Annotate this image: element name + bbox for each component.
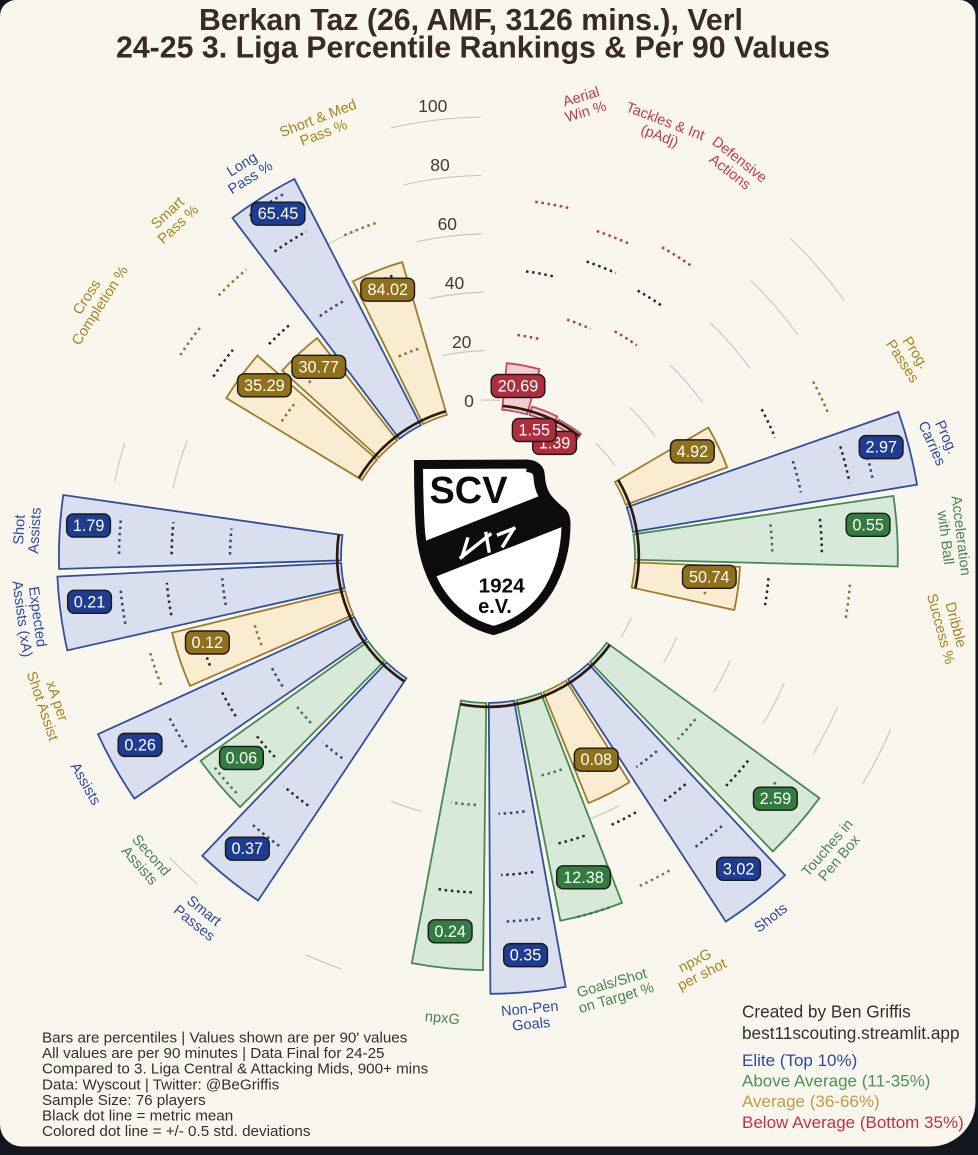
svg-text:ShotAssists: ShotAssists — [11, 506, 45, 554]
svg-text:0.35: 0.35 — [510, 947, 542, 965]
svg-text:0.26: 0.26 — [124, 736, 156, 754]
svg-text:Non-PenGoals: Non-PenGoals — [500, 999, 560, 1036]
svg-text:24-25 3. Liga Percentile Ranki: 24-25 3. Liga Percentile Rankings & Per … — [116, 32, 830, 65]
svg-text:Above Average (11-35%): Above Average (11-35%) — [742, 1072, 930, 1091]
svg-text:2.59: 2.59 — [760, 790, 792, 808]
svg-text:0: 0 — [464, 391, 474, 411]
svg-text:1924: 1924 — [479, 575, 526, 597]
svg-text:1.79: 1.79 — [73, 517, 105, 535]
svg-text:4.92: 4.92 — [677, 443, 709, 461]
svg-text:Berkan Taz (26, AMF, 3126 mins: Berkan Taz (26, AMF, 3126 mins.), Verl — [199, 4, 743, 37]
svg-text:20.69: 20.69 — [498, 378, 539, 396]
svg-text:Black dot line = metric mean: Black dot line = metric mean — [42, 1108, 233, 1125]
svg-text:0.06: 0.06 — [226, 750, 258, 768]
svg-text:30.77: 30.77 — [299, 358, 340, 376]
svg-text:1.55: 1.55 — [519, 422, 551, 440]
svg-text:35.29: 35.29 — [244, 377, 285, 395]
svg-text:0.21: 0.21 — [74, 593, 106, 611]
svg-text:Average (36-66%): Average (36-66%) — [742, 1092, 880, 1111]
svg-text:Below Average (Bottom 35%): Below Average (Bottom 35%) — [742, 1113, 964, 1132]
svg-text:Data: Wyscout | Twitter: @BeGr: Data: Wyscout | Twitter: @BeGriffis — [42, 1076, 280, 1093]
svg-text:0.24: 0.24 — [434, 923, 466, 941]
svg-text:50.74: 50.74 — [689, 568, 730, 586]
svg-text:65.45: 65.45 — [258, 205, 299, 223]
svg-text:Compared to 3. Liga Central &: Compared to 3. Liga Central & Attacking … — [42, 1061, 429, 1078]
svg-text:3.02: 3.02 — [723, 860, 755, 878]
svg-text:0.55: 0.55 — [852, 516, 884, 534]
svg-text:best11scouting.streamlit.app: best11scouting.streamlit.app — [742, 1023, 960, 1043]
svg-text:2.97: 2.97 — [865, 439, 897, 457]
svg-text:All values are per 90 minutes: All values are per 90 minutes | Data Fin… — [42, 1045, 384, 1062]
svg-text:84.02: 84.02 — [367, 281, 408, 299]
svg-text:e.V.: e.V. — [478, 596, 512, 618]
svg-text:Created by Ben Griffis: Created by Ben Griffis — [742, 1002, 911, 1022]
svg-text:Sample Size: 76 players: Sample Size: 76 players — [42, 1092, 206, 1109]
svg-text:80: 80 — [430, 155, 450, 175]
svg-text:60: 60 — [438, 214, 458, 234]
svg-text:20: 20 — [452, 332, 472, 352]
svg-text:SCV: SCV — [430, 470, 509, 512]
svg-text:Bars are percentiles | Values: Bars are percentiles | Values shown are … — [42, 1030, 408, 1047]
svg-text:Colored dot line = +/- 0.5 std: Colored dot line = +/- 0.5 std. deviatio… — [42, 1123, 311, 1140]
svg-text:40: 40 — [445, 273, 465, 293]
svg-text:Elite (Top 10%): Elite (Top 10%) — [742, 1051, 857, 1070]
svg-text:100: 100 — [418, 96, 447, 116]
svg-text:npxG: npxG — [424, 1009, 460, 1028]
svg-text:12.38: 12.38 — [563, 869, 604, 887]
svg-text:0.12: 0.12 — [192, 634, 224, 652]
svg-text:0.37: 0.37 — [232, 840, 264, 858]
svg-text:0.08: 0.08 — [580, 751, 612, 769]
